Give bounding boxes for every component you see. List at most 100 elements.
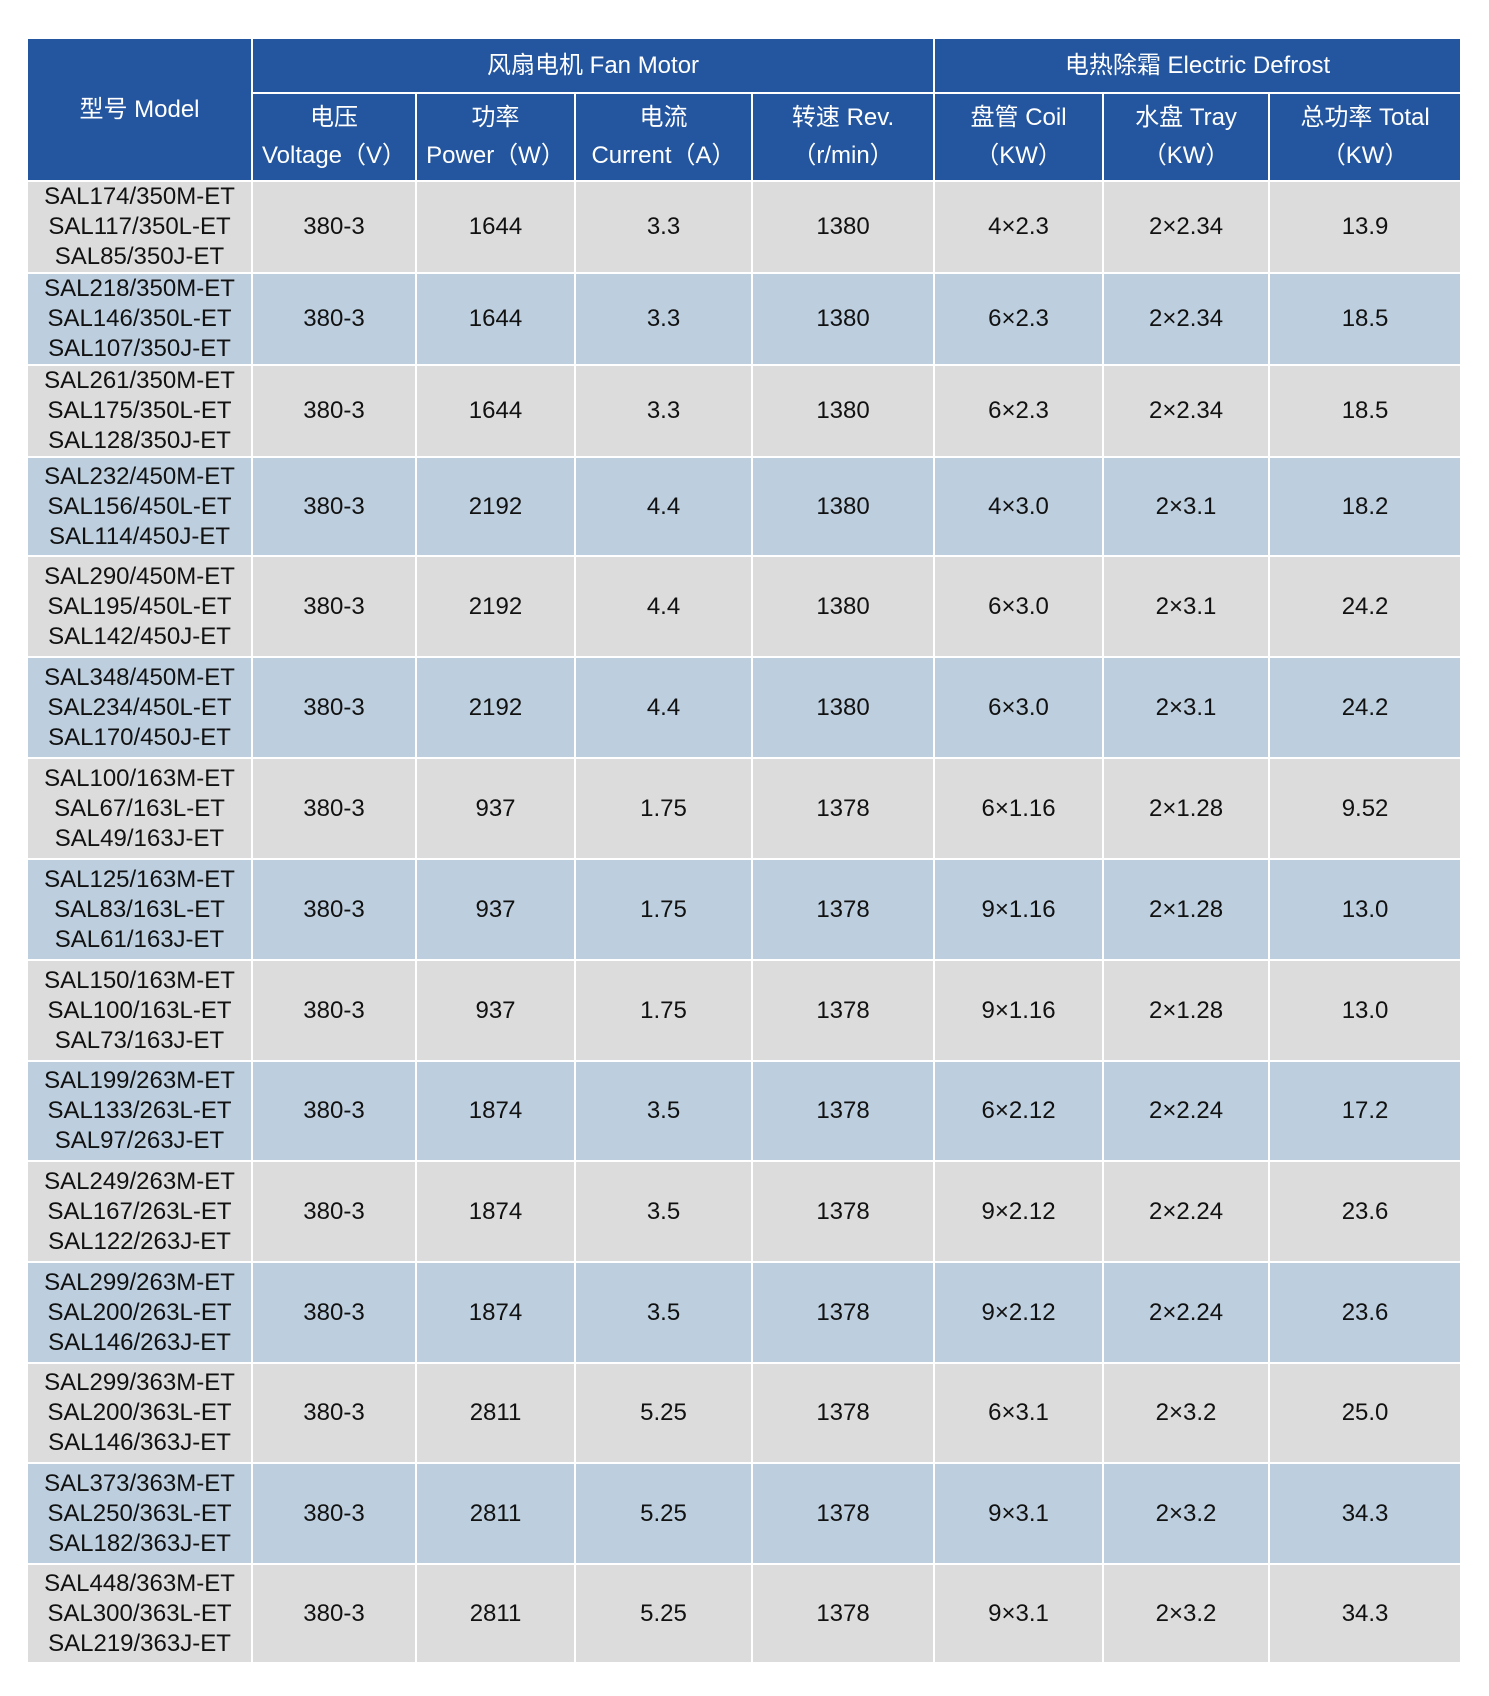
model-cell: SAL125/163M-ET SAL83/163L-ET SAL61/163J-ET bbox=[26, 858, 253, 961]
table-row: SAL218/350M-ET SAL146/350L-ET SAL107/350J-… bbox=[26, 272, 1463, 366]
model-header: 型号 Model bbox=[26, 37, 253, 182]
model-name: SAL107/350J-ET bbox=[48, 335, 231, 362]
tray-cell: 2×2.24 bbox=[1102, 1160, 1271, 1263]
model-name: SAL182/363J-ET bbox=[48, 1529, 231, 1557]
power-cell: 2192 bbox=[415, 456, 576, 557]
current-header: 电流 Current（A） bbox=[574, 92, 753, 182]
table-row: SAL348/450M-ET SAL234/450L-ET SAL170/450J-… bbox=[26, 656, 1463, 759]
tray-header-cn: 水盘 Tray bbox=[1135, 104, 1237, 131]
power-cell: 937 bbox=[415, 757, 576, 860]
voltage-header-en: Voltage（V） bbox=[261, 142, 407, 169]
power-cell: 2192 bbox=[415, 555, 576, 658]
voltage-header: 电压 Voltage（V） bbox=[251, 92, 417, 182]
model-name: SAL300/363L-ET bbox=[47, 1599, 232, 1627]
total-cell: 9.52 bbox=[1268, 757, 1463, 860]
electric-defrost-group-header: 电热除霜 Electric Defrost bbox=[933, 37, 1463, 94]
model-name: SAL97/263J-ET bbox=[54, 1127, 225, 1154]
power-cell: 937 bbox=[415, 959, 576, 1062]
rev-cell: 1378 bbox=[750, 757, 936, 860]
model-cell: SAL218/350M-ET SAL146/350L-ET SAL107/350J-… bbox=[26, 272, 253, 366]
model-name: SAL117/350L-ET bbox=[48, 213, 231, 240]
power-cell: 1874 bbox=[415, 1261, 576, 1364]
tray-cell: 2×2.34 bbox=[1102, 272, 1271, 366]
table-row: SAL174/350M-ET SAL117/350L-ET SAL85/350J-E… bbox=[26, 180, 1463, 274]
total-cell: 23.6 bbox=[1268, 1160, 1463, 1263]
coil-cell: 4×3.0 bbox=[933, 456, 1105, 557]
table-row: SAL299/363M-ET SAL200/363L-ET SAL146/363J-… bbox=[26, 1362, 1463, 1464]
voltage-cell: 380-3 bbox=[251, 1362, 417, 1464]
power-cell: 1644 bbox=[415, 364, 576, 458]
total-cell: 34.3 bbox=[1268, 1563, 1463, 1664]
model-name: SAL174/350M-ET bbox=[44, 183, 235, 210]
coil-cell: 6×1.16 bbox=[933, 757, 1105, 860]
power-cell: 1874 bbox=[415, 1060, 576, 1162]
voltage-cell: 380-3 bbox=[251, 757, 417, 860]
fan-motor-group-header: 风扇电机 Fan Motor bbox=[250, 37, 936, 94]
voltage-cell: 380-3 bbox=[251, 272, 417, 366]
power-cell: 1644 bbox=[415, 272, 576, 366]
total-header: 总功率 Total （KW） bbox=[1268, 92, 1463, 182]
tray-cell: 2×3.2 bbox=[1102, 1362, 1271, 1464]
total-cell: 18.5 bbox=[1268, 272, 1463, 366]
total-cell: 25.0 bbox=[1268, 1362, 1463, 1464]
rev-cell: 1380 bbox=[750, 456, 936, 557]
current-cell: 5.25 bbox=[574, 1563, 753, 1664]
total-header-cn: 总功率 Total bbox=[1300, 104, 1430, 131]
model-name: SAL128/350J-ET bbox=[48, 427, 231, 454]
model-name: SAL448/363M-ET bbox=[44, 1569, 235, 1597]
model-name: SAL290/450M-ET bbox=[44, 562, 235, 590]
current-cell: 3.3 bbox=[574, 272, 753, 366]
table-row: SAL150/163M-ET SAL100/163L-ET SAL73/163J-E… bbox=[26, 959, 1463, 1062]
coil-cell: 4×2.3 bbox=[933, 180, 1105, 274]
tray-header: 水盘 Tray （KW） bbox=[1102, 92, 1271, 182]
model-name: SAL219/363J-ET bbox=[48, 1629, 231, 1657]
tray-cell: 2×3.1 bbox=[1102, 555, 1271, 658]
coil-cell: 9×1.16 bbox=[933, 858, 1105, 961]
coil-cell: 9×2.12 bbox=[933, 1160, 1105, 1263]
tray-cell: 2×3.2 bbox=[1102, 1563, 1271, 1664]
model-name: SAL218/350M-ET bbox=[44, 275, 235, 302]
tray-cell: 2×3.2 bbox=[1102, 1462, 1271, 1565]
table-row: SAL261/350M-ET SAL175/350L-ET SAL128/350J-… bbox=[26, 364, 1463, 458]
voltage-cell: 380-3 bbox=[251, 1563, 417, 1664]
power-cell: 2811 bbox=[415, 1362, 576, 1464]
rev-cell: 1380 bbox=[750, 180, 936, 274]
current-cell: 1.75 bbox=[574, 757, 753, 860]
table-row: SAL299/263M-ET SAL200/263L-ET SAL146/263J-… bbox=[26, 1261, 1463, 1364]
coil-cell: 6×3.1 bbox=[933, 1362, 1105, 1464]
model-name: SAL49/163J-ET bbox=[54, 824, 225, 852]
model-name: SAL122/263J-ET bbox=[48, 1227, 231, 1255]
power-cell: 2811 bbox=[415, 1563, 576, 1664]
current-cell: 4.4 bbox=[574, 656, 753, 759]
coil-cell: 9×3.1 bbox=[933, 1462, 1105, 1565]
current-cell: 5.25 bbox=[574, 1462, 753, 1565]
tray-header-en: （KW） bbox=[1142, 142, 1230, 169]
rev-cell: 1380 bbox=[750, 555, 936, 658]
coil-cell: 9×1.16 bbox=[933, 959, 1105, 1062]
model-name: SAL200/363L-ET bbox=[47, 1399, 232, 1426]
model-cell: SAL199/263M-ET SAL133/263L-ET SAL97/263J-E… bbox=[26, 1060, 253, 1162]
model-name: SAL100/163L-ET bbox=[47, 996, 232, 1024]
current-cell: 4.4 bbox=[574, 456, 753, 557]
model-cell: SAL299/363M-ET SAL200/363L-ET SAL146/363J-… bbox=[26, 1362, 253, 1464]
voltage-cell: 380-3 bbox=[251, 1261, 417, 1364]
tray-cell: 2×1.28 bbox=[1102, 757, 1271, 860]
total-cell: 13.0 bbox=[1268, 858, 1463, 961]
model-name: SAL299/363M-ET bbox=[44, 1369, 235, 1396]
model-cell: SAL261/350M-ET SAL175/350L-ET SAL128/350J-… bbox=[26, 364, 253, 458]
table-row: SAL448/363M-ET SAL300/363L-ET SAL219/363J-… bbox=[26, 1563, 1463, 1664]
table-row: SAL373/363M-ET SAL250/363L-ET SAL182/363J-… bbox=[26, 1462, 1463, 1565]
model-cell: SAL290/450M-ET SAL195/450L-ET SAL142/450J-… bbox=[26, 555, 253, 658]
total-cell: 18.2 bbox=[1268, 456, 1463, 557]
current-cell: 3.5 bbox=[574, 1060, 753, 1162]
model-name: SAL142/450J-ET bbox=[48, 622, 231, 650]
voltage-cell: 380-3 bbox=[251, 959, 417, 1062]
model-name: SAL125/163M-ET bbox=[44, 865, 235, 893]
tray-cell: 2×1.28 bbox=[1102, 858, 1271, 961]
tray-cell: 2×2.24 bbox=[1102, 1261, 1271, 1364]
current-cell: 3.5 bbox=[574, 1261, 753, 1364]
model-name: SAL67/163L-ET bbox=[54, 794, 225, 822]
coil-header: 盘管 Coil （KW） bbox=[933, 92, 1105, 182]
current-header-cn: 电流 bbox=[639, 104, 688, 131]
voltage-cell: 380-3 bbox=[251, 1462, 417, 1565]
